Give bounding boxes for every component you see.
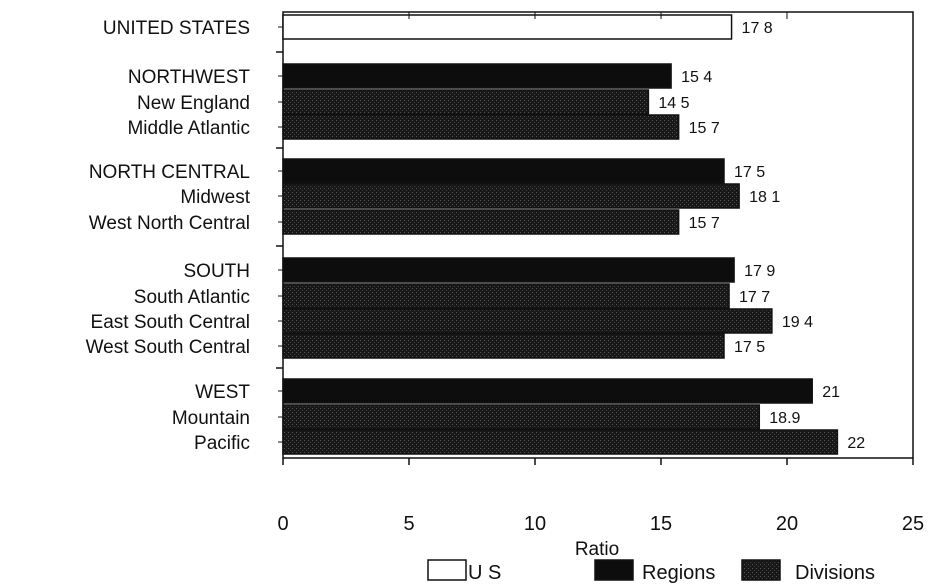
category-label: New England bbox=[137, 93, 250, 114]
category-label: WEST bbox=[195, 382, 250, 403]
bar-pacific bbox=[282, 429, 839, 455]
category-label: UNITED STATES bbox=[103, 18, 250, 39]
bar-north-central bbox=[282, 158, 725, 184]
category-label: NORTH CENTRAL bbox=[89, 162, 250, 183]
legend-label-division: Divisions bbox=[795, 562, 875, 584]
bar-west-north-central bbox=[282, 209, 680, 235]
x-tick-label: 25 bbox=[902, 513, 924, 535]
value-label: 15 7 bbox=[689, 215, 720, 232]
category-label: SOUTH bbox=[184, 261, 251, 282]
legend-swatch-us bbox=[427, 559, 467, 581]
category-label: Pacific bbox=[194, 433, 250, 454]
category-label: South Atlantic bbox=[134, 287, 250, 308]
legend-swatch-region bbox=[594, 559, 634, 581]
value-label: 18.9 bbox=[769, 410, 800, 427]
x-tick-label: 10 bbox=[524, 513, 546, 535]
category-label: East South Central bbox=[91, 312, 250, 333]
bar-west-south-central bbox=[282, 333, 725, 359]
x-tick-label: 5 bbox=[403, 513, 414, 535]
value-label: 14 5 bbox=[658, 95, 689, 112]
value-label: 15 4 bbox=[681, 69, 712, 86]
value-label: 15 7 bbox=[689, 120, 720, 137]
x-axis-title: Ratio bbox=[575, 539, 619, 560]
bar-northwest bbox=[282, 63, 672, 89]
bar-west bbox=[282, 378, 813, 404]
category-label: Middle Atlantic bbox=[127, 118, 250, 139]
bar-united-states bbox=[282, 14, 733, 40]
bar-new-england bbox=[282, 89, 650, 115]
value-label: 17 5 bbox=[734, 339, 765, 356]
x-tick-label: 20 bbox=[776, 513, 798, 535]
category-label: NORTHWEST bbox=[128, 67, 250, 88]
bar-mountain bbox=[282, 404, 761, 430]
value-label: 17 9 bbox=[744, 263, 775, 280]
bar-south bbox=[282, 257, 735, 283]
value-label: 17 8 bbox=[742, 20, 773, 37]
bar-south-atlantic bbox=[282, 283, 730, 309]
value-label: 17 7 bbox=[739, 289, 770, 306]
bar-midwest bbox=[282, 183, 740, 209]
legend-label-us: U S bbox=[468, 562, 501, 584]
value-label: 18 1 bbox=[749, 189, 780, 206]
category-label: West North Central bbox=[89, 213, 250, 234]
legend-label-region: Regions bbox=[642, 562, 715, 584]
category-label: Midwest bbox=[180, 187, 250, 208]
category-label: Mountain bbox=[172, 408, 250, 429]
plot-frame bbox=[282, 11, 914, 459]
value-label: 21 bbox=[822, 384, 840, 401]
bar-east-south-central bbox=[282, 308, 773, 334]
legend-swatch-division bbox=[741, 559, 781, 581]
value-label: 22 bbox=[847, 435, 865, 452]
x-tick-label: 0 bbox=[277, 513, 288, 535]
value-label: 17 5 bbox=[734, 164, 765, 181]
value-label: 19 4 bbox=[782, 314, 813, 331]
x-tick-label: 15 bbox=[650, 513, 672, 535]
category-label: West South Central bbox=[86, 337, 250, 358]
bar-middle-atlantic bbox=[282, 114, 680, 140]
